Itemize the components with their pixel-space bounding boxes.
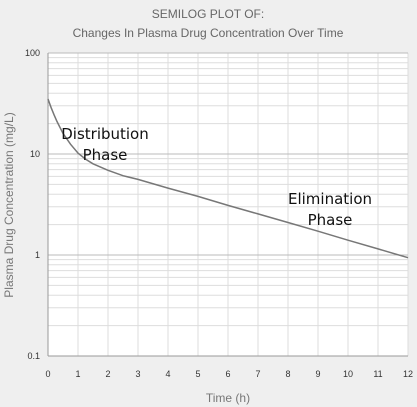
x-axis-label: Time (h) bbox=[206, 391, 250, 405]
grid-layer bbox=[47, 52, 409, 357]
x-tick-label: 4 bbox=[165, 369, 170, 379]
annotation-layer: Distribution Phase Elimination Phase bbox=[61, 125, 372, 229]
series-line bbox=[47, 98, 409, 259]
x-tick-label: 1 bbox=[75, 369, 80, 379]
phase-annotation: Distribution Phase bbox=[61, 125, 149, 164]
x-tick-label: 8 bbox=[285, 369, 290, 379]
chart-subtitle: Changes In Plasma Drug Concentration Ove… bbox=[73, 26, 344, 40]
x-tick-label: 12 bbox=[403, 369, 413, 379]
x-tick-label: 2 bbox=[105, 369, 110, 379]
x-tick-label: 5 bbox=[195, 369, 200, 379]
x-tick-label: 9 bbox=[315, 369, 320, 379]
annotation-line: Phase bbox=[83, 146, 128, 164]
x-tick-label: 10 bbox=[343, 369, 353, 379]
annotation-line: Distribution bbox=[61, 125, 149, 143]
annotation-line: Phase bbox=[308, 211, 353, 229]
x-tick-label: 7 bbox=[255, 369, 260, 379]
x-tick-label: 6 bbox=[225, 369, 230, 379]
y-tick-label: 1 bbox=[35, 250, 40, 260]
y-axis-label: Plasma Drug Concentration (mg/L) bbox=[2, 112, 16, 297]
chart-title: SEMILOG PLOT OF: bbox=[152, 7, 264, 21]
y-tick-label: 0.1 bbox=[27, 351, 40, 361]
x-tick-label: 11 bbox=[373, 369, 382, 379]
y-tick-label: 10 bbox=[30, 149, 40, 159]
phase-annotation: Elimination Phase bbox=[288, 190, 372, 229]
x-tick-label: 0 bbox=[45, 369, 50, 379]
x-tick-label: 3 bbox=[135, 369, 140, 379]
y-tick-label: 100 bbox=[25, 48, 40, 58]
annotation-line: Elimination bbox=[288, 190, 372, 208]
